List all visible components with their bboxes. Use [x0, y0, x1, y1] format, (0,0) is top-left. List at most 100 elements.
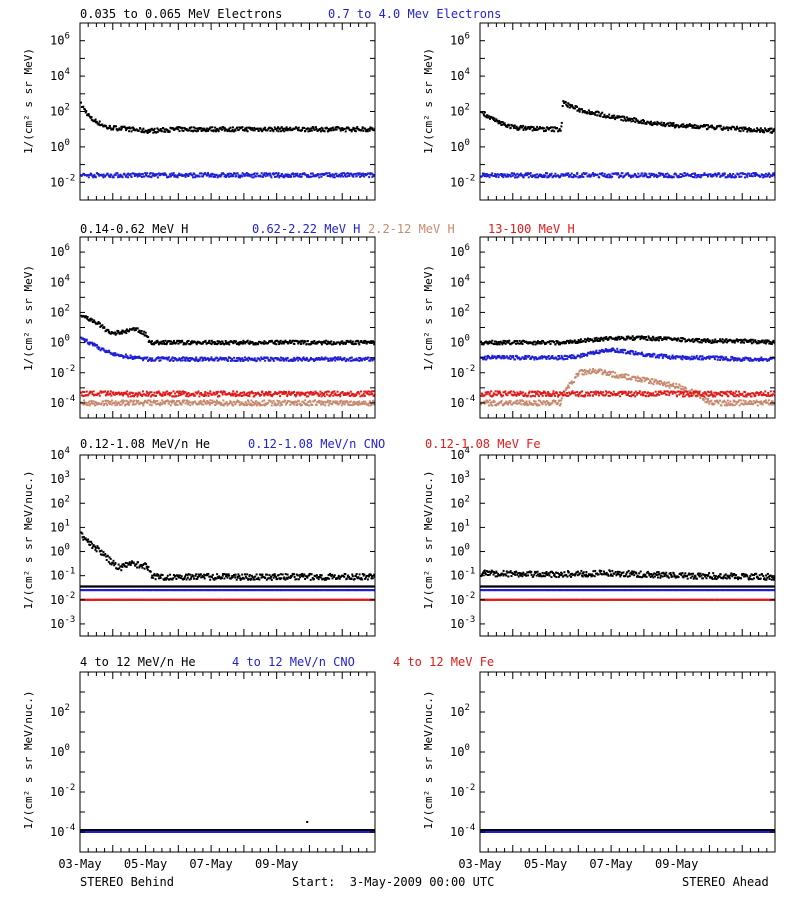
data-point: [332, 343, 334, 346]
data-point: [163, 130, 166, 133]
data-point: [591, 370, 594, 373]
data-point: [488, 342, 491, 345]
data-point: [768, 359, 770, 362]
data-point: [756, 400, 759, 403]
data-point: [249, 358, 252, 361]
data-point: [648, 353, 651, 355]
data-point: [690, 358, 693, 360]
data-point: [576, 109, 579, 112]
data-point: [216, 357, 219, 360]
data-point: [318, 176, 321, 179]
data-point: [216, 343, 219, 346]
data-point: [283, 175, 286, 178]
data-point: [547, 355, 550, 357]
data-point: [719, 124, 722, 127]
data-point: [253, 358, 256, 361]
data-point: [581, 373, 584, 376]
data-point: [739, 341, 742, 344]
data-point: [724, 404, 726, 407]
data-point: [760, 356, 763, 359]
data-point: [128, 401, 131, 404]
data-point: [768, 342, 771, 345]
data-point: [617, 376, 620, 379]
data-point: [169, 126, 172, 129]
data-point: [634, 350, 637, 353]
data-point: [263, 128, 266, 131]
data-point: [178, 358, 181, 361]
data-point: [166, 390, 169, 393]
data-point: [132, 357, 135, 360]
data-point: [228, 172, 231, 175]
data-point: [115, 125, 117, 128]
data-point: [319, 400, 322, 403]
data-point: [682, 387, 685, 390]
data-point: [127, 172, 130, 175]
data-point: [631, 174, 634, 177]
data-point: [493, 400, 496, 403]
data-point: [139, 127, 142, 130]
data-point: [137, 356, 140, 359]
data-point: [250, 357, 253, 360]
data-point: [167, 393, 170, 395]
data-point: [542, 127, 544, 130]
data-point: [518, 127, 521, 130]
data-point: [499, 392, 502, 395]
data-point: [733, 341, 736, 344]
data-point: [527, 342, 530, 345]
data-point: [705, 124, 708, 126]
data-point: [759, 402, 762, 405]
data-point: [599, 115, 602, 118]
data-point: [299, 394, 302, 397]
data-point: [641, 172, 644, 175]
data-point: [490, 174, 493, 177]
data-point: [307, 130, 310, 133]
data-point: [682, 123, 685, 126]
data-point: [743, 358, 746, 361]
data-point: [98, 392, 101, 395]
data-point: [490, 116, 492, 119]
data-point: [645, 353, 648, 356]
data-point: [670, 124, 673, 127]
data-point: [130, 176, 133, 178]
data-point: [306, 340, 309, 343]
data-point: [684, 125, 686, 128]
data-point: [231, 392, 234, 395]
data-point: [170, 358, 173, 361]
data-point: [199, 356, 202, 359]
data-point: [289, 175, 291, 178]
data-point: [732, 357, 735, 360]
data-point: [169, 174, 172, 177]
data-point: [185, 395, 188, 397]
data-point: [642, 376, 645, 379]
data-point: [356, 401, 359, 403]
data-point: [543, 127, 546, 130]
data-point: [553, 130, 556, 133]
data-point: [611, 175, 614, 178]
data-point: [620, 118, 623, 121]
data-point: [194, 176, 197, 179]
data-point: [669, 121, 672, 124]
data-point: [324, 342, 327, 345]
data-point: [212, 175, 215, 178]
data-point: [320, 343, 323, 346]
data-point: [362, 173, 365, 176]
data-point: [616, 375, 619, 378]
data-point: [612, 348, 615, 351]
data-point: [217, 359, 220, 362]
data-point: [85, 339, 88, 342]
data-point: [332, 176, 335, 179]
data-point: [628, 336, 631, 339]
data-point: [626, 172, 629, 175]
data-point: [334, 359, 337, 362]
data-point: [615, 172, 617, 175]
y-tick-label: 100: [450, 138, 470, 154]
data-point: [319, 393, 322, 396]
data-point: [256, 401, 259, 404]
data-point: [533, 340, 536, 343]
data-point: [138, 402, 141, 405]
data-point: [103, 403, 106, 405]
data-point: [95, 402, 98, 405]
data-point: [178, 130, 181, 133]
data-point: [548, 175, 551, 178]
data-point: [343, 394, 345, 396]
